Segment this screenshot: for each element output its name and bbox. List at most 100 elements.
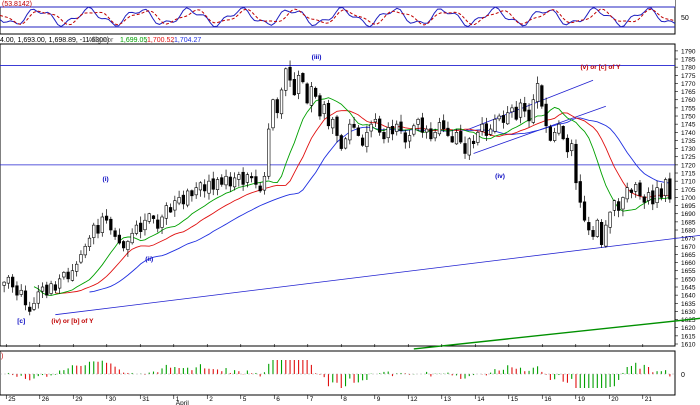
candle-body <box>561 126 565 140</box>
candle-body <box>271 99 275 129</box>
price-tick-label: 1730 <box>681 146 696 153</box>
candle-body <box>553 132 557 141</box>
date-label: 13 <box>444 396 452 403</box>
candle-body <box>390 126 395 135</box>
alligator-teeth-line <box>55 110 670 294</box>
candle-body <box>164 205 168 219</box>
candle-body <box>625 187 629 200</box>
candle-body <box>79 254 83 263</box>
candle-body <box>454 132 459 145</box>
candle-body <box>463 143 467 154</box>
price-tick-label: 1760 <box>681 97 696 104</box>
price-tick-label: 1690 <box>681 211 696 218</box>
candle-body <box>608 211 612 228</box>
price-tick-label: 1615 <box>681 333 696 340</box>
candle-body <box>476 132 480 143</box>
price-tick-label: 1710 <box>681 179 696 186</box>
candle-body <box>275 99 279 114</box>
price-tick-label: 1655 <box>681 268 696 275</box>
price-tick-label: 1785 <box>681 57 696 64</box>
candle-body <box>659 188 663 198</box>
candle-body <box>318 95 322 117</box>
price-tick-label: 1650 <box>681 276 696 283</box>
candle-body <box>501 115 506 123</box>
candle-body <box>122 241 126 249</box>
candle-body <box>130 232 134 244</box>
price-tick-label: 1765 <box>681 89 696 96</box>
candle-body <box>535 83 540 102</box>
histogram-bars <box>0 360 675 388</box>
candle-body <box>655 187 659 203</box>
candle-body <box>331 118 335 129</box>
candle-body <box>638 182 642 197</box>
candle-body <box>151 215 156 219</box>
candle-body <box>531 99 535 123</box>
candle-body <box>339 135 343 149</box>
candle-body <box>621 197 625 210</box>
price-tick-label: 1670 <box>681 244 696 251</box>
candle-body <box>15 285 19 296</box>
date-label: 6 <box>276 396 280 403</box>
date-label: 5 <box>243 396 247 403</box>
candle-body <box>582 201 587 221</box>
price-tick-label: 1630 <box>681 309 696 316</box>
price-tick-label: 1660 <box>681 260 696 267</box>
price-tick-label: 1640 <box>681 293 696 300</box>
price-tick-label: 1665 <box>681 252 696 259</box>
lips-value: 1,704.27 <box>174 37 201 44</box>
oscillator-value: (53.8142) <box>2 1 32 8</box>
histogram-zero-label: 0 <box>681 372 685 379</box>
wave-label: (iv) or [b] of Y <box>51 318 94 325</box>
candle-body <box>70 270 75 281</box>
candle-body <box>484 123 488 136</box>
candle-body <box>480 123 484 132</box>
candle-body <box>267 128 271 177</box>
candle-body <box>497 115 501 120</box>
jaw-value: 1,699.05 <box>120 37 147 44</box>
candle-body <box>160 216 164 228</box>
indicator-name: Alligator <box>88 37 114 44</box>
histogram-marker: ) <box>1 353 3 360</box>
candle-body <box>36 291 40 304</box>
candle-body <box>493 118 497 132</box>
oscillator-level-50: 50 <box>681 15 689 22</box>
candle-body <box>544 103 548 127</box>
candle-body <box>382 132 386 140</box>
candle-body <box>92 224 96 238</box>
alligator-lips-line <box>33 97 670 296</box>
price-tick-label: 1770 <box>681 81 696 88</box>
candle-body <box>83 245 87 256</box>
candle-body <box>207 180 211 194</box>
candle-body <box>395 123 399 132</box>
candle-body <box>292 79 296 96</box>
candle-body <box>548 126 552 141</box>
candle-body <box>181 194 185 205</box>
candle-body <box>540 85 544 107</box>
price-tick-label: 1700 <box>681 195 696 202</box>
date-label: 16 <box>544 396 552 403</box>
candle-body <box>100 216 104 233</box>
candle-body <box>335 116 339 136</box>
candle-body <box>75 263 79 272</box>
horizontal-levels <box>0 65 675 166</box>
candle-body <box>314 87 318 97</box>
price-tick-label: 1755 <box>681 105 696 112</box>
candle-body <box>198 182 203 191</box>
candle-body <box>220 177 224 185</box>
candle-body <box>646 192 651 201</box>
candle-body <box>348 123 352 141</box>
date-label: 12 <box>410 396 418 403</box>
candle-body <box>433 132 437 139</box>
candle-body <box>279 89 284 115</box>
candle-body <box>437 122 442 135</box>
price-tick-label: 1695 <box>681 203 696 210</box>
candle-body <box>663 179 668 196</box>
candle-body <box>109 218 113 231</box>
candle-body <box>412 125 416 135</box>
candle-body <box>570 143 574 152</box>
candle-body <box>459 131 463 143</box>
candle-body <box>557 123 561 134</box>
date-label: 2 <box>209 396 213 403</box>
candle-body <box>250 176 254 179</box>
